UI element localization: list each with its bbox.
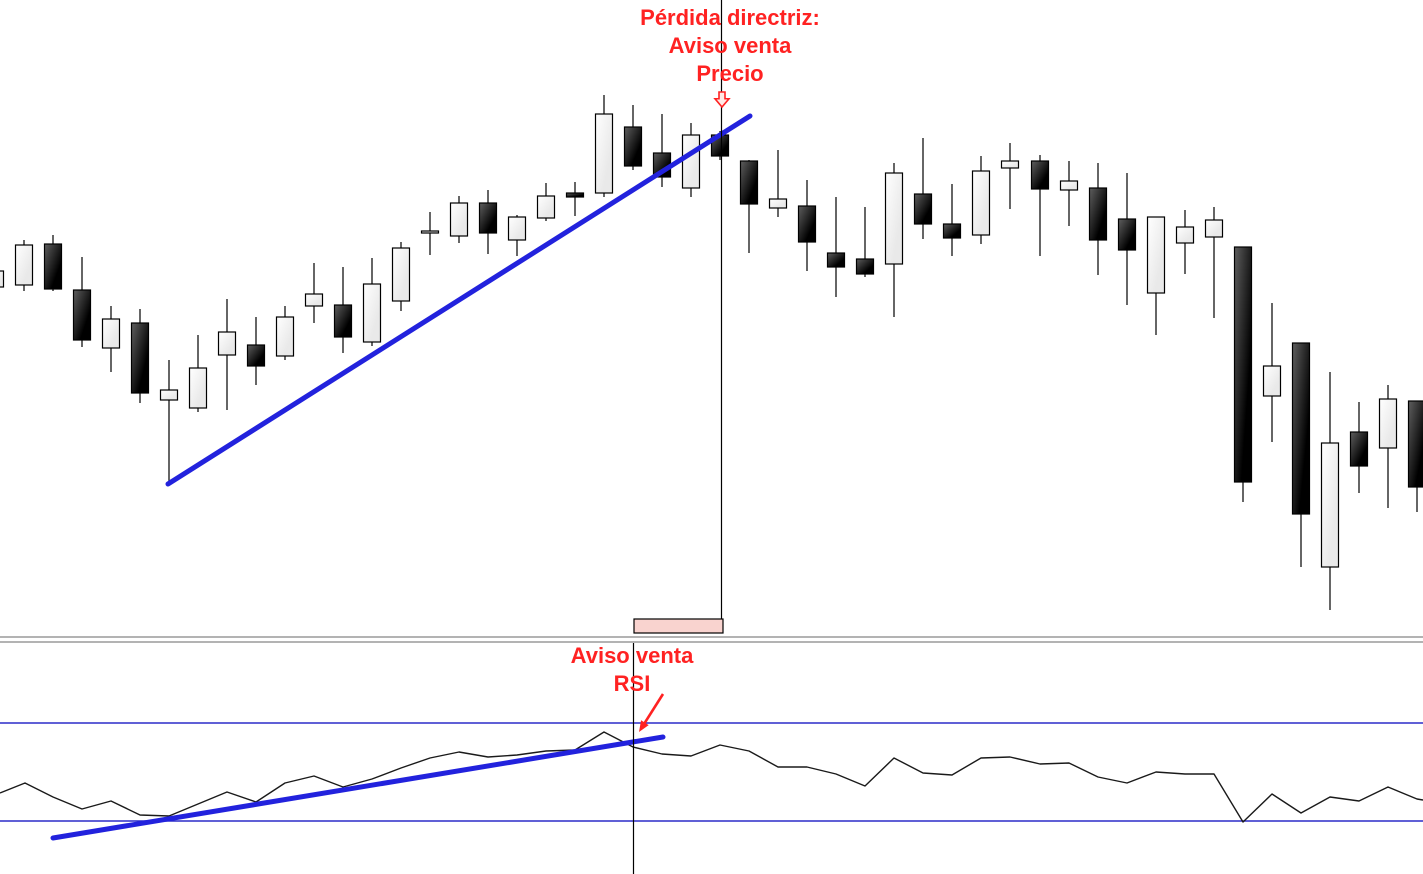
price-signal-line1: Pérdida directriz: [640,5,820,30]
candle-body-down [826,252,846,268]
candle-body-down [72,289,92,341]
candle-body-up [391,247,411,302]
price-signal-line3: Precio [696,61,764,86]
candle-body-down [797,205,817,243]
rsi-signal-label: Aviso venta RSI [571,642,694,698]
down-arrow-icon [713,91,731,109]
candle-body-down [1088,187,1108,241]
candle-body-down [1117,218,1137,251]
candle-body-up [594,113,614,194]
panel-divider-line [0,636,1423,638]
candle-body-up [1378,398,1398,449]
candle-body-up [884,172,904,265]
candle-body-up [188,367,208,409]
candle-body-up [1204,219,1224,238]
candle-body-up [101,318,121,349]
rsi-signal-line2: RSI [613,671,651,696]
candle-body-up [1262,365,1282,397]
candle-body-down [1291,342,1311,515]
candle-body-up [217,331,237,356]
candle-body-down [913,193,933,225]
rsi-arrow-head [639,720,649,732]
candle-body-up [159,389,179,401]
candle-body-up [1320,442,1340,568]
candle-body-down [855,258,875,275]
candle-body-down [1349,431,1369,467]
candle-body-down [43,243,63,290]
candle-body-up [1146,216,1166,294]
candle-body-up [304,293,324,307]
candle-body-down [1407,400,1423,488]
candle-body-up [362,283,382,343]
candle-body-up [1059,180,1079,191]
candle-body-down [333,304,353,338]
candle-body-up [507,216,527,241]
candle-body-up [0,270,5,288]
rsi-trendline [50,734,666,841]
candle-body-up [681,134,701,189]
price-candles [0,95,1423,610]
candle-body-up [420,230,440,234]
candle-body-up [971,170,991,236]
candle-body-up [14,244,34,286]
panel-divider-line [0,641,1423,643]
candle-body-down [246,344,266,367]
candle-body-up [536,195,556,219]
candle-body-down [623,126,643,167]
candle-body-up [768,198,788,209]
candle-body-down [942,223,962,239]
price-signal-line2: Aviso venta [668,33,792,58]
candle-body-down [130,322,150,394]
candle-body-up [449,202,469,237]
candle-body-down [1030,160,1050,190]
candle-body-up [1000,160,1020,169]
rsi-arrow-shaft [642,693,665,726]
rsi-line [0,731,1423,823]
candle-body-up [275,316,295,357]
candle-body-down [565,192,585,198]
candle-body-down [478,202,498,234]
signal-highlight-box [633,618,724,634]
candle-body-down [1233,246,1253,483]
rsi-signal-line1: Aviso venta [570,643,694,668]
price-signal-label: Pérdida directriz: Aviso venta Precio [640,4,820,88]
candle-body-down [739,160,759,205]
price-trendline [165,113,753,487]
candle-body-up [1175,226,1195,244]
